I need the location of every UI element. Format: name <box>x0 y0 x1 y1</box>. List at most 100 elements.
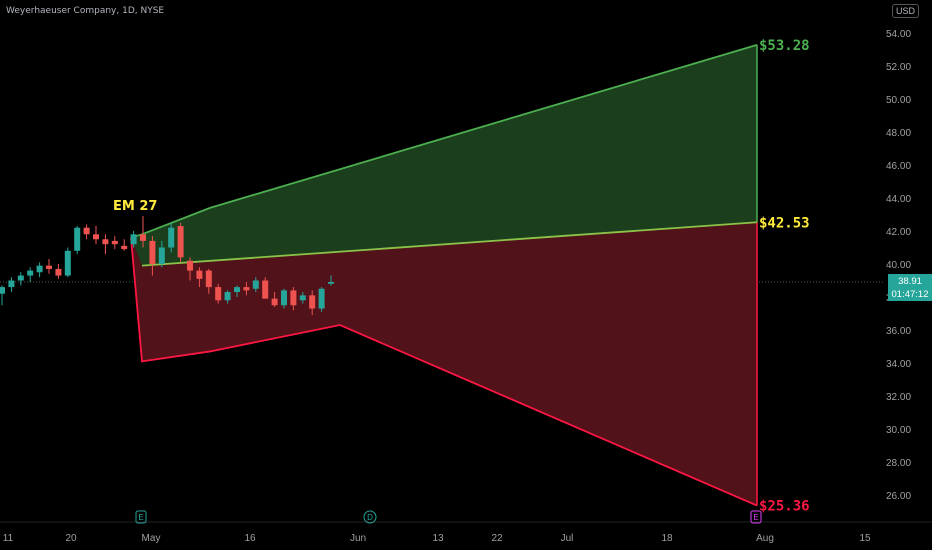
x-tick-label: 13 <box>432 533 444 544</box>
candle <box>27 267 34 283</box>
candle <box>309 290 316 316</box>
candle-body <box>205 270 212 288</box>
candle <box>74 226 81 255</box>
candle-body <box>8 280 15 288</box>
y-tick-label: 52.00 <box>886 62 911 73</box>
candle-body <box>290 290 297 306</box>
candle-body <box>187 260 193 271</box>
y-tick-label: 50.00 <box>886 95 911 106</box>
candle <box>187 257 193 281</box>
y-tick-label: 36.00 <box>886 326 911 337</box>
candle-body <box>252 280 259 289</box>
candle <box>102 234 109 255</box>
marker-label: E <box>753 513 758 522</box>
candle-body <box>281 290 287 306</box>
candle <box>177 222 184 263</box>
candle <box>149 235 156 276</box>
candle <box>158 240 165 268</box>
level-label-3: $25.36 <box>759 499 810 515</box>
x-tick-label: 18 <box>661 533 673 544</box>
candle-body <box>224 292 231 301</box>
candle-body <box>234 287 240 293</box>
event-marker-e: E <box>750 510 762 524</box>
current-price: 38.91 <box>898 276 922 287</box>
marker-label: D <box>367 513 373 522</box>
candle <box>290 287 297 311</box>
candle-body <box>309 295 316 309</box>
y-tick-label: 28.00 <box>886 458 911 469</box>
candle-body <box>121 245 128 250</box>
currency-button[interactable]: USD <box>891 4 919 18</box>
downside-zone <box>131 222 757 506</box>
marker-shape <box>135 510 147 524</box>
level-labels: $53.28 $42.53 $25.36 <box>759 38 810 515</box>
candle <box>130 231 137 248</box>
candle <box>17 272 24 286</box>
candle-body <box>262 280 269 299</box>
candle-body <box>271 298 278 306</box>
y-tick-label: 32.00 <box>886 392 911 403</box>
y-tick-label: 42.00 <box>886 227 911 238</box>
projection-line-3 <box>130 237 758 507</box>
candle-body <box>140 234 146 241</box>
candle <box>168 222 175 253</box>
candle <box>271 292 278 307</box>
candle-body <box>93 234 99 240</box>
x-tick-label: Jun <box>350 533 366 544</box>
x-axis[interactable]: 11 20 May 16 Jun 13 22 Jul 18 Aug 15 <box>3 533 871 544</box>
candle <box>55 264 62 279</box>
candle-body <box>215 287 222 301</box>
marker-shape <box>750 510 762 524</box>
candle-body <box>158 247 165 264</box>
candle <box>8 277 15 293</box>
candle <box>140 216 146 248</box>
y-tick-label: 26.00 <box>886 491 911 502</box>
candle-body <box>74 227 81 251</box>
candle-body <box>130 234 137 245</box>
candle-body <box>17 275 24 281</box>
candle <box>281 288 287 309</box>
y-tick-label: 30.00 <box>886 425 911 436</box>
y-tick-label: 46.00 <box>886 161 911 172</box>
candle-body <box>46 265 52 269</box>
candle <box>36 262 43 278</box>
x-tick-label: 22 <box>491 533 503 544</box>
candle <box>64 247 71 278</box>
candle-body <box>168 227 175 248</box>
em-label: EM 27 <box>113 199 157 214</box>
y-tick-label: 44.00 <box>886 194 911 205</box>
x-tick-label: Aug <box>756 533 774 544</box>
candle <box>0 285 5 306</box>
x-tick-label: 16 <box>244 533 256 544</box>
upside-zone <box>131 44 757 266</box>
candle-body <box>0 287 5 294</box>
candle <box>121 239 128 251</box>
candle-body <box>36 265 43 273</box>
candle <box>83 224 90 240</box>
candle-body <box>177 226 184 258</box>
bar-countdown: 01:47:12 <box>891 289 929 300</box>
x-tick-label: Jul <box>561 533 574 544</box>
candle-body <box>64 250 71 276</box>
current-price-badge: 38.91 01:47:12 <box>888 274 932 301</box>
x-tick-label: 15 <box>859 533 871 544</box>
candle <box>252 277 259 293</box>
candle-body <box>111 240 118 245</box>
candle <box>205 268 212 294</box>
y-tick-label: 54.00 <box>886 29 911 40</box>
candle <box>215 283 222 304</box>
candle <box>328 275 334 286</box>
symbol-title: Weyerhaeuser Company, 1D, NYSE <box>6 6 165 16</box>
y-axis[interactable]: 26.0028.0030.0032.0034.0036.0038.0040.00… <box>886 29 911 502</box>
candle <box>299 292 306 304</box>
projection-zones <box>130 44 758 507</box>
candle-body <box>83 227 90 235</box>
event-marker-d: D <box>363 510 377 524</box>
candle <box>46 259 52 274</box>
candle <box>262 277 269 299</box>
candle-body <box>299 295 306 301</box>
candle <box>196 267 203 288</box>
marker-label: E <box>138 513 143 522</box>
